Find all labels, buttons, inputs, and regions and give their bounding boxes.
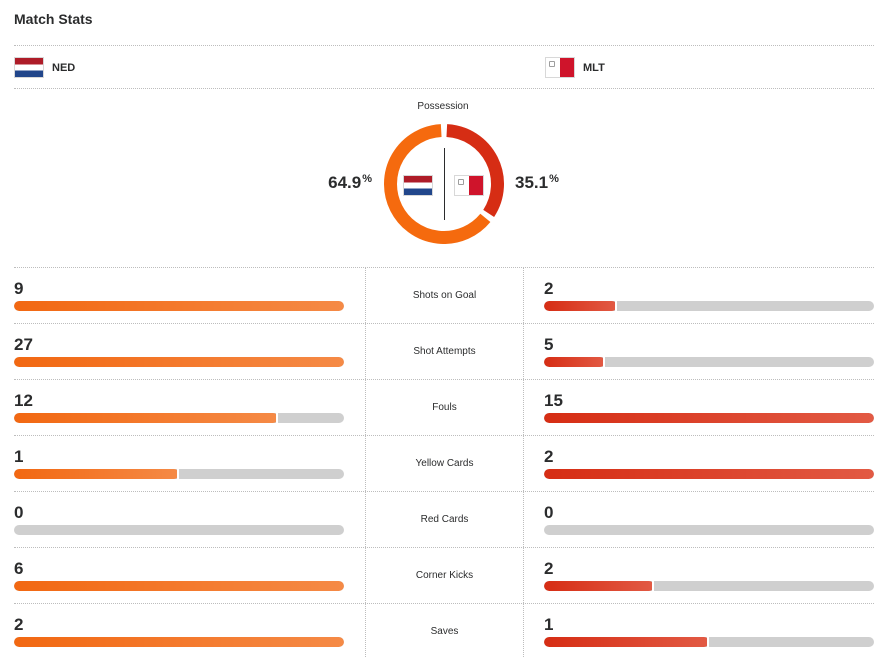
malta-flag-icon: [454, 175, 484, 196]
stat-away-bar: [544, 413, 874, 423]
stat-away-bar-fill: [544, 357, 606, 367]
stat-home-bar-fill: [14, 637, 344, 647]
stat-away-bar: [544, 469, 874, 479]
malta-flag-icon: [545, 57, 575, 78]
stat-away-bar-fill: [544, 413, 874, 423]
stat-home-bar-fill: [14, 413, 278, 423]
stat-row: 1 Yellow Cards 2: [14, 435, 874, 491]
stat-row: 2 Saves 1: [14, 603, 874, 657]
stat-away-value: 2: [544, 279, 554, 298]
stat-away-bar-fill: [544, 581, 654, 591]
stat-home-bar-fill: [14, 301, 344, 311]
stat-away-value: 15: [544, 391, 563, 410]
stat-label: Red Cards: [365, 492, 524, 547]
possession-away-number: 35.1: [515, 173, 549, 192]
stat-away-value: 2: [544, 447, 554, 466]
stat-home-bar: [14, 413, 344, 423]
stat-row: 6 Corner Kicks 2: [14, 547, 874, 603]
netherlands-flag-icon: [403, 175, 433, 196]
stat-home-value: 27: [14, 335, 33, 354]
stat-label: Fouls: [365, 380, 524, 435]
stat-home-bar: [14, 301, 344, 311]
stat-away-value: 0: [544, 503, 554, 522]
stat-row: 9 Shots on Goal 2: [14, 267, 874, 323]
stat-away-bar: [544, 357, 874, 367]
stat-away-bar-fill: [544, 637, 709, 647]
teams-header: NED MLT: [14, 45, 874, 89]
stat-label: Yellow Cards: [365, 436, 524, 491]
stat-away-bar: [544, 637, 874, 647]
stat-away-bar: [544, 525, 874, 535]
stat-home-value: 12: [14, 391, 33, 410]
stat-home-value: 6: [14, 559, 24, 578]
stat-away-bar: [544, 301, 874, 311]
stat-away-bar-fill: [544, 301, 618, 311]
possession-arc-away: [446, 124, 504, 217]
stat-row: 0 Red Cards 0: [14, 491, 874, 547]
netherlands-flag-icon: [14, 57, 44, 78]
possession-donut: [384, 124, 504, 244]
home-team-abbr: NED: [52, 61, 76, 74]
stat-home-value: 2: [14, 615, 24, 634]
stat-away-value: 2: [544, 559, 554, 578]
away-team-abbr: MLT: [583, 61, 605, 74]
stat-home-bar: [14, 637, 344, 647]
possession-divider: [444, 148, 445, 220]
stat-label: Corner Kicks: [365, 548, 524, 603]
away-team: MLT: [545, 57, 605, 78]
stat-home-bar: [14, 357, 344, 367]
stat-row: 27 Shot Attempts 5: [14, 323, 874, 379]
stat-home-value: 0: [14, 503, 24, 522]
home-team: NED: [14, 57, 75, 78]
stat-away-value: 5: [544, 335, 554, 354]
stat-home-value: 1: [14, 447, 24, 466]
stat-home-bar-fill: [14, 357, 344, 367]
stat-home-bar: [14, 525, 344, 535]
possession-home-number: 64.9: [328, 173, 362, 192]
possession-home-unit: %: [362, 173, 372, 185]
stat-label: Shots on Goal: [365, 268, 524, 323]
stat-away-bar-fill: [544, 469, 874, 479]
page-title: Match Stats: [14, 11, 93, 27]
stat-label: Shot Attempts: [365, 324, 524, 379]
possession-away-unit: %: [549, 173, 559, 185]
possession-home-value: 64.9%: [328, 173, 372, 193]
stat-home-bar-fill: [14, 469, 179, 479]
possession-label: Possession: [417, 101, 469, 112]
possession-arc-home: [384, 124, 491, 244]
stat-home-bar-fill: [14, 581, 344, 591]
stat-label: Saves: [365, 604, 524, 657]
stat-away-value: 1: [544, 615, 554, 634]
stat-home-bar: [14, 581, 344, 591]
stat-row: 12 Fouls 15: [14, 379, 874, 435]
stat-home-bar: [14, 469, 344, 479]
possession-away-value: 35.1%: [515, 173, 559, 193]
stats-table: 9 Shots on Goal 2 27 Shot Attempts 5 12 Fouls 15…: [14, 267, 874, 657]
stat-away-bar: [544, 581, 874, 591]
stat-home-value: 9: [14, 279, 24, 298]
possession-section: Possession 64.9% 35.1%: [0, 89, 886, 267]
